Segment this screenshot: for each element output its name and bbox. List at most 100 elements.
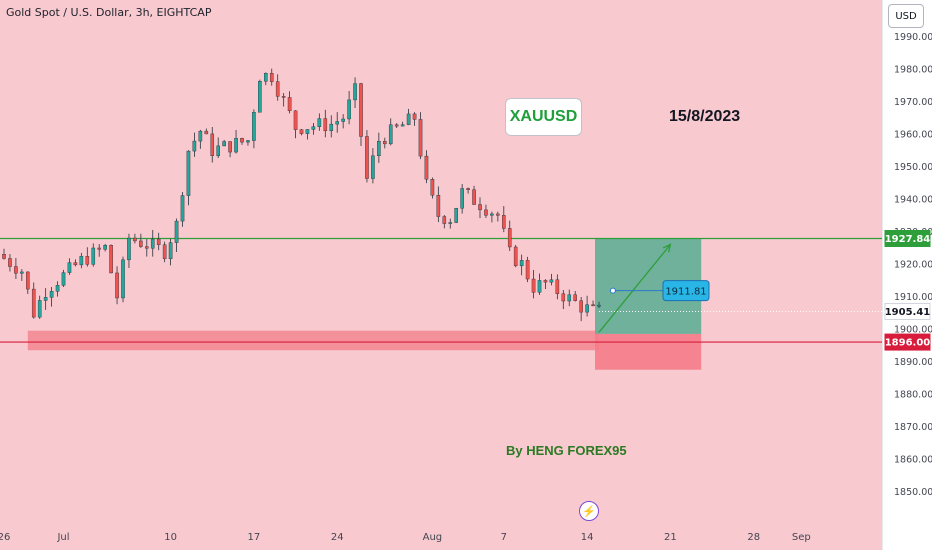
candle	[519, 260, 524, 267]
price-label-box	[884, 229, 931, 247]
candle	[305, 129, 310, 134]
candle	[323, 118, 328, 132]
candle	[484, 209, 488, 216]
price-label-box	[884, 333, 931, 351]
candle	[222, 141, 226, 147]
y-tick-label: 1920.00	[894, 260, 932, 271]
candle	[121, 259, 125, 299]
x-tick-label: 28	[747, 532, 760, 543]
target-label-box	[662, 280, 710, 302]
candle	[478, 204, 482, 211]
candle	[293, 110, 298, 130]
y-tick-label: 1850.00	[894, 487, 932, 498]
candle	[472, 189, 476, 205]
candle	[269, 73, 274, 82]
candle	[186, 150, 191, 196]
candle	[388, 124, 393, 145]
y-tick-label: 1900.00	[894, 325, 932, 336]
y-tick-label: 1960.00	[894, 129, 932, 140]
candle	[174, 220, 179, 243]
candle	[525, 260, 530, 280]
x-tick-label: Aug	[423, 532, 443, 543]
candle	[91, 247, 96, 265]
y-tick-label: 1950.00	[894, 162, 932, 173]
candle	[311, 126, 316, 130]
lightning-icon[interactable]: ⚡	[579, 501, 599, 521]
candle	[168, 242, 173, 259]
candle	[341, 118, 345, 122]
candle	[353, 83, 357, 101]
candle	[204, 130, 209, 135]
candle	[192, 140, 197, 152]
price-label: 1905.41	[885, 307, 931, 318]
x-tick-label: 24	[331, 532, 344, 543]
candle	[281, 96, 286, 98]
target-dot	[609, 287, 616, 294]
author-annotation: By HENG FOREX95	[506, 443, 627, 458]
candle	[406, 113, 411, 125]
candle	[49, 291, 54, 298]
date-annotation: 15/8/2023	[669, 108, 741, 125]
candle	[537, 280, 542, 293]
x-tick-label: Sep	[792, 532, 811, 543]
y-tick-label: 1870.00	[894, 422, 932, 433]
candle	[144, 246, 149, 249]
candle	[2, 254, 6, 259]
candle	[252, 112, 256, 141]
candle	[567, 294, 572, 302]
candle	[513, 246, 518, 267]
candle	[424, 155, 429, 180]
candle	[454, 207, 459, 223]
candle	[109, 245, 113, 274]
candle	[412, 113, 417, 120]
candle	[448, 222, 453, 224]
candle	[240, 138, 244, 143]
candle	[37, 300, 42, 318]
candle	[496, 213, 500, 216]
candle	[585, 304, 589, 313]
candle	[579, 300, 583, 313]
candle	[115, 272, 119, 299]
candle	[531, 278, 536, 293]
candle	[335, 121, 340, 125]
candle	[216, 145, 221, 156]
candle	[555, 279, 560, 294]
candle	[61, 272, 66, 286]
candle	[8, 258, 12, 267]
target-label: 1911.81	[665, 287, 706, 298]
y-tick-label: 1940.00	[894, 194, 932, 205]
y-tick-label: 1890.00	[894, 357, 932, 368]
symbol-annotation: XAUUSD	[505, 98, 582, 136]
candle	[85, 256, 90, 265]
candle	[549, 279, 554, 283]
candle	[365, 136, 369, 179]
y-tick-label: 1970.00	[894, 97, 932, 108]
x-tick-label: 10	[164, 532, 177, 543]
candle	[591, 304, 595, 306]
candle	[371, 155, 375, 179]
candle	[299, 129, 304, 134]
candle	[573, 294, 577, 301]
y-tick-label: 1980.00	[894, 64, 932, 75]
price-label: 1927.84	[885, 234, 931, 245]
candle	[394, 124, 399, 127]
forecast-arrow-head	[662, 243, 672, 253]
candle	[347, 99, 351, 120]
currency-button[interactable]: USD	[888, 4, 924, 28]
candle	[258, 81, 262, 113]
candle	[43, 297, 48, 301]
candle	[264, 73, 268, 82]
candle	[55, 285, 60, 292]
candle	[103, 245, 107, 250]
forecast-arrow	[598, 244, 671, 333]
y-tick-label: 1880.00	[894, 390, 932, 401]
support-zone	[27, 330, 600, 351]
candle	[377, 141, 381, 157]
x-tick-label: 26	[0, 532, 10, 543]
candle	[246, 140, 250, 143]
candle	[359, 83, 363, 137]
candle	[67, 262, 72, 273]
candle	[20, 271, 24, 274]
x-tick-label: 7	[501, 532, 507, 543]
